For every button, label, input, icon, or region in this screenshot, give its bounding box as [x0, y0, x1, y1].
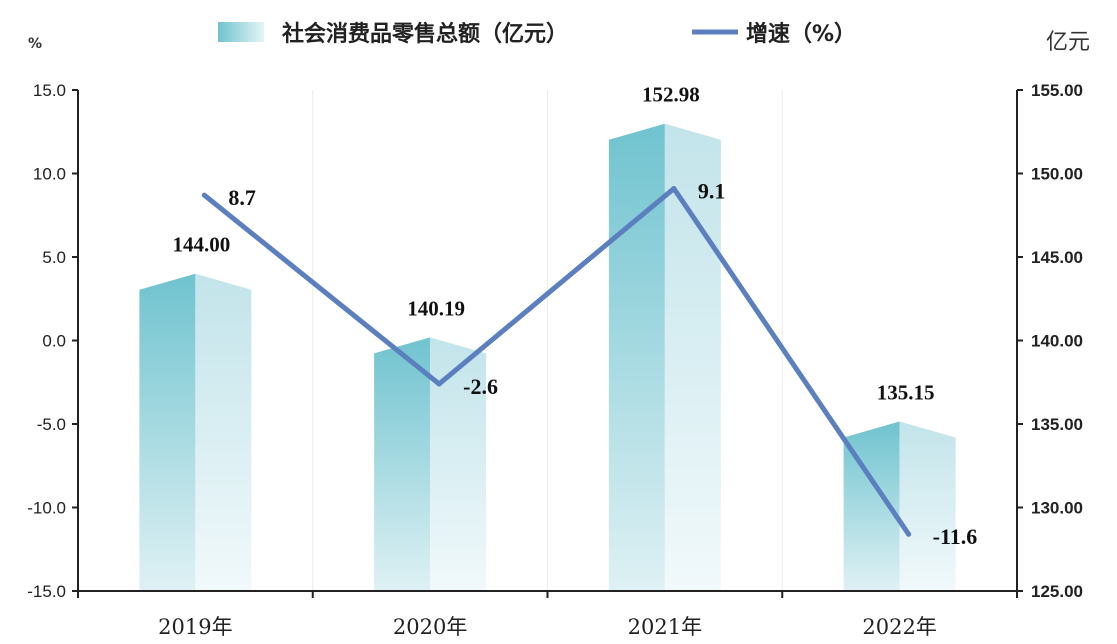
left-tick-label: 15.0	[33, 81, 66, 100]
right-tick-label: 145.00	[1031, 248, 1083, 267]
bar	[139, 273, 252, 591]
bar	[374, 337, 487, 591]
left-tick-label: 10.0	[33, 165, 66, 184]
right-tick-label: 125.00	[1031, 582, 1083, 601]
category-label: 2021年	[628, 615, 702, 639]
growth-line-point	[201, 192, 207, 198]
growth-line-point	[906, 531, 912, 537]
growth-line	[201, 186, 912, 537]
bar-left-face	[374, 337, 431, 591]
category-axis: 2019年 2020年 2021年 2022年	[158, 615, 937, 639]
bar-right-face	[430, 337, 487, 591]
left-tick-label: 5.0	[42, 248, 66, 267]
bar-value-label: 144.00	[173, 233, 231, 257]
right-tick-label: 155.00	[1031, 81, 1083, 100]
right-axis-ticks: 155.00 150.00 145.00 140.00 135.00 130.00 125.…	[1017, 81, 1083, 601]
legend-line-label: 增速（%）	[746, 21, 856, 47]
left-tick-label: -10.0	[27, 499, 66, 518]
bars	[139, 123, 956, 591]
bar-right-face	[899, 421, 956, 591]
growth-value-label: 8.7	[228, 185, 256, 210]
bar-value-label: 140.19	[407, 296, 465, 320]
right-tick-label: 130.00	[1031, 499, 1083, 518]
left-tick-label: 0.0	[42, 332, 66, 351]
legend-bar-swatch	[218, 22, 264, 42]
bar-right-face	[195, 273, 252, 591]
left-tick-label: -15.0	[27, 582, 66, 601]
growth-line-point	[436, 381, 442, 387]
data-labels: 144.00 140.19 152.98 135.15 8.7 -2.6 9.1 -11.6	[173, 83, 978, 549]
growth-value-label: -2.6	[463, 374, 498, 399]
category-label: 2020年	[393, 615, 467, 639]
bar-value-label: 135.15	[877, 380, 935, 404]
category-label: 2019年	[158, 615, 232, 639]
category-label: 2022年	[862, 615, 936, 639]
growth-value-label: -11.6	[933, 524, 978, 549]
left-tick-label: -5.0	[37, 415, 66, 434]
bar-left-face	[843, 421, 900, 591]
growth-value-label: 9.1	[698, 179, 726, 204]
left-axis-unit: %	[28, 36, 42, 52]
bar-left-face	[139, 273, 196, 591]
legend-bar-label: 社会消费品零售总额（亿元）	[282, 21, 568, 47]
left-axis-ticks: 15.0 10.0 5.0 0.0 -5.0 -10.0 -15.0	[27, 81, 78, 601]
right-tick-label: 135.00	[1031, 415, 1083, 434]
bar-value-label: 152.98	[642, 83, 700, 107]
bar-left-face	[608, 123, 665, 591]
right-axis-unit: 亿元	[1046, 30, 1090, 55]
legend: 社会消费品零售总额（亿元） 增速（%）	[218, 21, 856, 47]
gridlines	[312, 90, 783, 591]
right-tick-label: 140.00	[1031, 332, 1083, 351]
right-tick-label: 150.00	[1031, 165, 1083, 184]
growth-line-point	[671, 186, 677, 192]
bar	[843, 421, 956, 591]
growth-line-path	[201, 186, 912, 537]
